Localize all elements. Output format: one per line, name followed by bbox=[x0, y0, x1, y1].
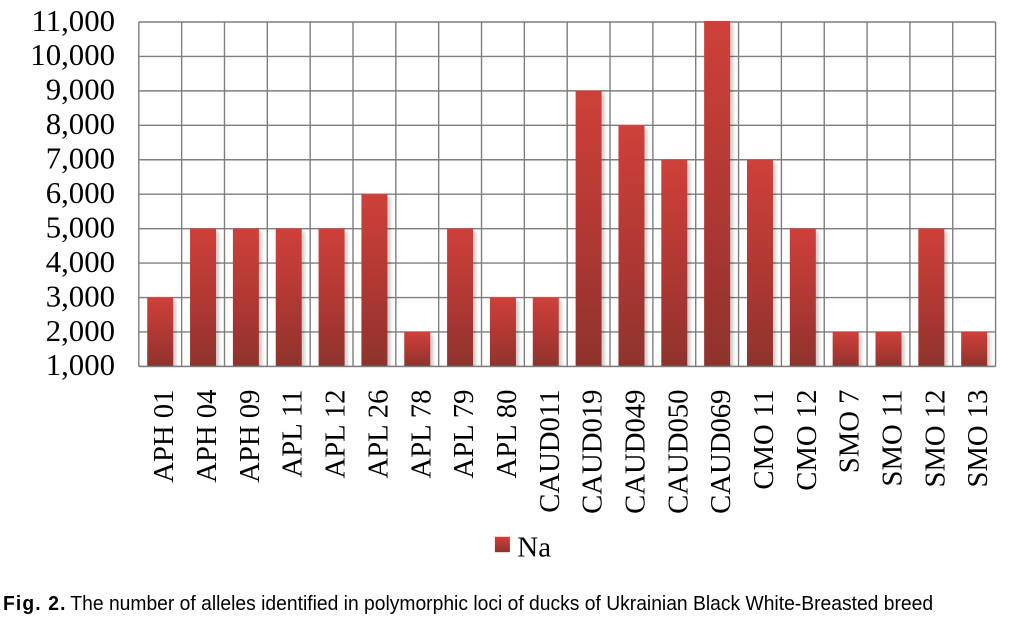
svg-text:6,000: 6,000 bbox=[46, 176, 115, 210]
svg-text:5,000: 5,000 bbox=[46, 210, 115, 244]
svg-text:SMO 11: SMO 11 bbox=[877, 390, 909, 487]
svg-text:CAUD050: CAUD050 bbox=[662, 390, 694, 514]
svg-text:4,000: 4,000 bbox=[46, 245, 115, 279]
svg-text:APH 01: APH 01 bbox=[148, 390, 180, 483]
svg-text:3,000: 3,000 bbox=[46, 279, 115, 313]
svg-text:APH 04: APH 04 bbox=[191, 390, 223, 483]
svg-text:APL 12: APL 12 bbox=[320, 390, 352, 479]
svg-text:APL 78: APL 78 bbox=[405, 390, 437, 479]
svg-text:APL 79: APL 79 bbox=[448, 389, 480, 478]
svg-text:9,000: 9,000 bbox=[46, 73, 115, 107]
svg-text:11,000: 11,000 bbox=[31, 4, 115, 38]
svg-text:CMO 12: CMO 12 bbox=[791, 390, 823, 491]
svg-text:8,000: 8,000 bbox=[46, 107, 115, 141]
svg-text:7,000: 7,000 bbox=[46, 142, 115, 176]
svg-text:SMO 13: SMO 13 bbox=[962, 389, 994, 487]
svg-text:APL 11: APL 11 bbox=[277, 390, 309, 478]
svg-text:CAUD049: CAUD049 bbox=[619, 390, 651, 514]
svg-text:APH 09: APH 09 bbox=[234, 390, 266, 483]
svg-text:SMO 7: SMO 7 bbox=[834, 390, 866, 474]
svg-text:1,000: 1,000 bbox=[46, 348, 115, 382]
svg-text:2,000: 2,000 bbox=[46, 314, 115, 348]
svg-text:CAUD069: CAUD069 bbox=[705, 390, 737, 514]
svg-text:SMO 12: SMO 12 bbox=[919, 390, 951, 488]
svg-text:APL 26: APL 26 bbox=[362, 390, 394, 479]
svg-text:CAUD011: CAUD011 bbox=[534, 390, 566, 513]
svg-text:Na: Na bbox=[517, 532, 551, 564]
svg-text:CMO 11: CMO 11 bbox=[748, 390, 780, 490]
svg-text:CAUD019: CAUD019 bbox=[577, 390, 609, 514]
svg-text:10,000: 10,000 bbox=[30, 38, 115, 72]
svg-text:APL 80: APL 80 bbox=[491, 390, 523, 479]
